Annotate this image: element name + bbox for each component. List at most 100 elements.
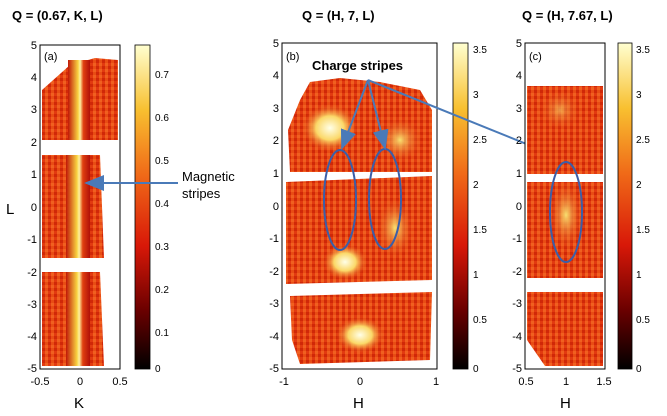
y-tick: -3 [512,298,522,310]
y-tick: -1 [512,233,522,245]
panel-c-title: Q = (H, 7.67, L) [522,8,613,23]
y-tick: -4 [512,331,522,343]
y-tick: 0 [31,202,37,214]
y-tick: 5 [516,38,522,50]
panel-a-x-ticks: -0.5 0 0.5 [31,376,128,388]
y-tick: 1 [31,169,37,181]
x-tick: 0 [357,376,363,388]
panel-c-tag: (c) [529,51,542,63]
panel-a-title: Q = (0.67, K, L) [12,8,103,23]
y-tick: -4 [269,331,279,343]
y-tick: -1 [269,233,279,245]
magnetic-stripes-annotation: Magnetic stripes [84,169,235,201]
cbar-tick: 0.1 [155,328,169,339]
y-tick: -1 [27,234,37,246]
charge-label: Charge stripes [312,58,403,73]
panel-b-tag: (b) [286,51,299,63]
cbar-tick: 0.6 [155,113,169,124]
cbar-tick: 0 [473,364,479,375]
cbar-tick: 2.5 [636,135,650,146]
cbar-tick: 0.2 [155,285,169,296]
cbar-tick: 0.5 [155,156,169,167]
panel-b-y-ticks: 5 4 3 2 1 0 -1 -2 -3 -4 -5 [269,38,279,375]
y-tick: 2 [31,137,37,149]
cbar-tick: 0.7 [155,70,169,81]
x-tick: -1 [279,376,289,388]
charge-ellipse-c [549,161,583,263]
x-tick: 0 [77,376,83,388]
y-tick: -3 [269,298,279,310]
cbar-tick: 2.5 [473,135,487,146]
charge-ellipse-left [323,149,357,251]
panel-b-xlabel: H [353,395,364,412]
y-tick: 3 [273,103,279,115]
panel-b-colorbar [452,42,469,370]
panel-c-heatmap [527,86,603,366]
y-tick: -3 [27,299,37,311]
y-tick: 3 [31,104,37,116]
panel-c-colorbar-ticks: 3.5 3 2.5 2 1.5 1 0.5 0 [636,45,650,375]
cbar-tick: 3.5 [636,45,650,56]
cbar-tick: 0 [636,364,642,375]
y-tick: 4 [273,70,279,82]
y-tick: 5 [31,40,37,52]
charge-arrow-left [340,79,369,150]
panel-b-title: Q = (H, 7, L) [302,8,375,23]
y-tick: 1 [273,168,279,180]
y-tick: 0 [516,201,522,213]
y-tick: -2 [512,266,522,278]
y-tick: 1 [516,168,522,180]
cbar-tick: 0.5 [473,315,487,326]
panel-a-colorbar [134,44,151,370]
cbar-tick: 0 [155,364,161,375]
cbar-tick: 0.4 [155,199,169,210]
y-tick: -5 [512,363,522,375]
panel-a-xlabel: K [74,395,84,412]
x-tick: 1 [563,376,569,388]
panel-c-x-ticks: 0.5 1 1.5 [518,376,611,388]
y-tick: -4 [27,331,37,343]
panel-c-colorbar [617,42,633,370]
y-tick: 4 [516,70,522,82]
y-tick: -2 [269,266,279,278]
cbar-tick: 3 [473,90,479,101]
panel-b-heatmap [286,78,432,364]
cbar-tick: 1.5 [473,225,487,236]
panel-c-xlabel: H [560,395,571,412]
y-tick: -5 [27,363,37,375]
y-tick: 4 [31,72,37,84]
cbar-tick: 3 [636,90,642,101]
cbar-tick: 0.5 [636,315,650,326]
charge-arrow-middle [367,79,389,150]
y-tick: 5 [273,38,279,50]
panel-b-x-ticks: -1 0 1 [279,376,439,388]
x-tick: 0.5 [518,376,533,388]
panel-c-y-ticks: 5 4 3 2 1 0 -1 -2 -3 -4 -5 [512,38,522,375]
panel-a-colorbar-ticks: 0.7 0.6 0.5 0.4 0.3 0.2 0.1 0 [155,70,169,375]
y-tick: 2 [273,135,279,147]
y-tick: 0 [273,201,279,213]
x-tick: 1.5 [596,376,611,388]
cbar-tick: 1.5 [636,225,650,236]
x-tick: 0.5 [112,376,127,388]
cbar-tick: 1 [473,270,479,281]
cbar-tick: 2 [473,180,479,191]
panel-a: Q = (0.67, K, L) (a) 5 4 3 2 1 0 -1 -2 -… [6,8,169,412]
panel-b: Q = (H, 7, L) (b) 5 4 3 2 1 0 -1 -2 -3 -… [269,8,487,412]
y-tick: -5 [269,363,279,375]
x-tick: 1 [433,376,439,388]
x-tick: -0.5 [31,376,50,388]
panel-a-ylabel: L [6,201,14,218]
magnetic-label-line1: Magnetic [182,169,235,184]
y-tick: 3 [516,103,522,115]
cbar-tick: 1 [636,270,642,281]
panel-c: Q = (H, 7.67, L) (c) 5 4 3 2 1 0 -1 -2 -… [512,8,650,412]
y-tick: 2 [516,135,522,147]
panel-a-heatmap [42,58,118,366]
magnetic-label-line2: stripes [182,186,221,201]
panel-b-colorbar-ticks: 3.5 3 2.5 2 1.5 1 0.5 0 [473,45,487,375]
cbar-tick: 3.5 [473,45,487,56]
cbar-tick: 2 [636,180,642,191]
cbar-tick: 0.3 [155,242,169,253]
